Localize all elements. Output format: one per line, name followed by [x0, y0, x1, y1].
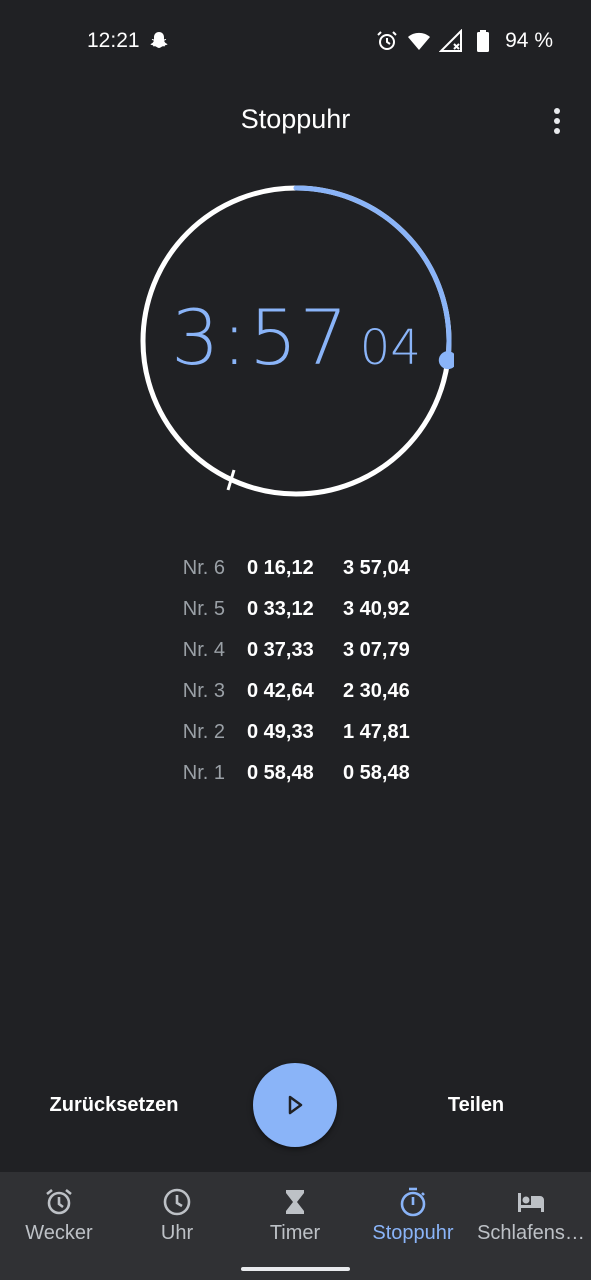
more-vert-icon	[554, 108, 560, 134]
elapsed-minutes-seconds: 3:57	[171, 293, 350, 382]
stopwatch-icon	[400, 1187, 426, 1217]
home-indicator	[241, 1267, 350, 1271]
nav-item-alarm[interactable]: Wecker	[0, 1172, 118, 1262]
status-bar: 12:21 94 %	[0, 0, 591, 86]
signal-icon	[438, 28, 463, 53]
dial-progress-handle	[438, 351, 454, 370]
dial-progress-arc	[293, 185, 452, 363]
reset-button[interactable]: Zurücksetzen	[49, 1094, 179, 1116]
lap-row: Nr. 4 0 37,33 3 07,79	[170, 630, 430, 671]
nav-label: Uhr	[160, 1222, 194, 1244]
hourglass-icon	[286, 1190, 304, 1214]
alarm-icon	[46, 1188, 72, 1215]
lap-list: Nr. 6 0 16,12 3 57,04 Nr. 5 0 33,12 3 40…	[170, 548, 430, 794]
lap-number: Nr. 3	[182, 680, 225, 702]
lap-row: Nr. 6 0 16,12 3 57,04	[170, 548, 430, 589]
lap-total-time: 3 57,04	[343, 557, 410, 579]
page-title: Stoppuhr	[240, 104, 351, 134]
lap-number: Nr. 5	[182, 598, 225, 620]
lap-row: Nr. 3 0 42,64 2 30,46	[170, 671, 430, 712]
lap-number: Nr. 1	[182, 762, 225, 784]
nav-label: Timer	[269, 1222, 321, 1244]
lap-time: 0 33,12	[247, 598, 314, 620]
lap-row: Nr. 5 0 33,12 3 40,92	[170, 589, 430, 630]
lap-time: 0 49,33	[247, 721, 314, 743]
lap-time: 0 16,12	[247, 557, 314, 579]
nav-item-timer[interactable]: Timer	[236, 1172, 354, 1262]
lap-total-time: 0 58,48	[343, 762, 410, 784]
nav-label: Schlafens…	[477, 1222, 585, 1244]
overflow-menu-button[interactable]	[538, 102, 576, 140]
elapsed-time: 3:57 04	[138, 293, 454, 382]
nav-label: Wecker	[25, 1222, 93, 1244]
lap-time: 0 58,48	[247, 762, 314, 784]
stopwatch-dial	[140, 185, 454, 497]
wifi-icon	[407, 29, 431, 53]
alarm-icon	[375, 29, 399, 53]
lap-total-time: 3 40,92	[343, 598, 410, 620]
share-button[interactable]: Teilen	[447, 1094, 505, 1116]
lap-total-time: 3 07,79	[343, 639, 410, 661]
status-time: 12:21	[87, 29, 140, 52]
bottom-navigation: Wecker Uhr Timer Stoppuhr Schlafens…	[0, 1172, 591, 1280]
clock-icon	[163, 1188, 191, 1216]
elapsed-hundredths: 04	[359, 320, 421, 376]
nav-item-stopwatch[interactable]: Stoppuhr	[354, 1172, 472, 1262]
lap-number: Nr. 4	[182, 639, 225, 661]
lap-marker	[226, 469, 236, 491]
lap-time: 0 37,33	[247, 639, 314, 661]
lap-number: Nr. 2	[182, 721, 225, 743]
lap-row: Nr. 2 0 49,33 1 47,81	[170, 712, 430, 753]
lap-time: 0 42,64	[247, 680, 314, 702]
nav-item-bedtime[interactable]: Schlafens…	[472, 1172, 590, 1262]
snapchat-icon	[147, 29, 171, 53]
play-icon	[288, 1095, 303, 1115]
bed-icon	[518, 1193, 544, 1212]
battery-icon	[471, 29, 495, 53]
lap-row: Nr. 1 0 58,48 0 58,48	[170, 753, 430, 794]
nav-item-clock[interactable]: Uhr	[118, 1172, 236, 1262]
lap-total-time: 1 47,81	[343, 721, 410, 743]
lap-total-time: 2 30,46	[343, 680, 410, 702]
status-icons: 94 %	[375, 28, 553, 53]
nav-label: Stoppuhr	[372, 1222, 454, 1244]
battery-level: 94 %	[505, 29, 553, 52]
play-button[interactable]	[253, 1063, 337, 1147]
lap-number: Nr. 6	[182, 557, 225, 579]
